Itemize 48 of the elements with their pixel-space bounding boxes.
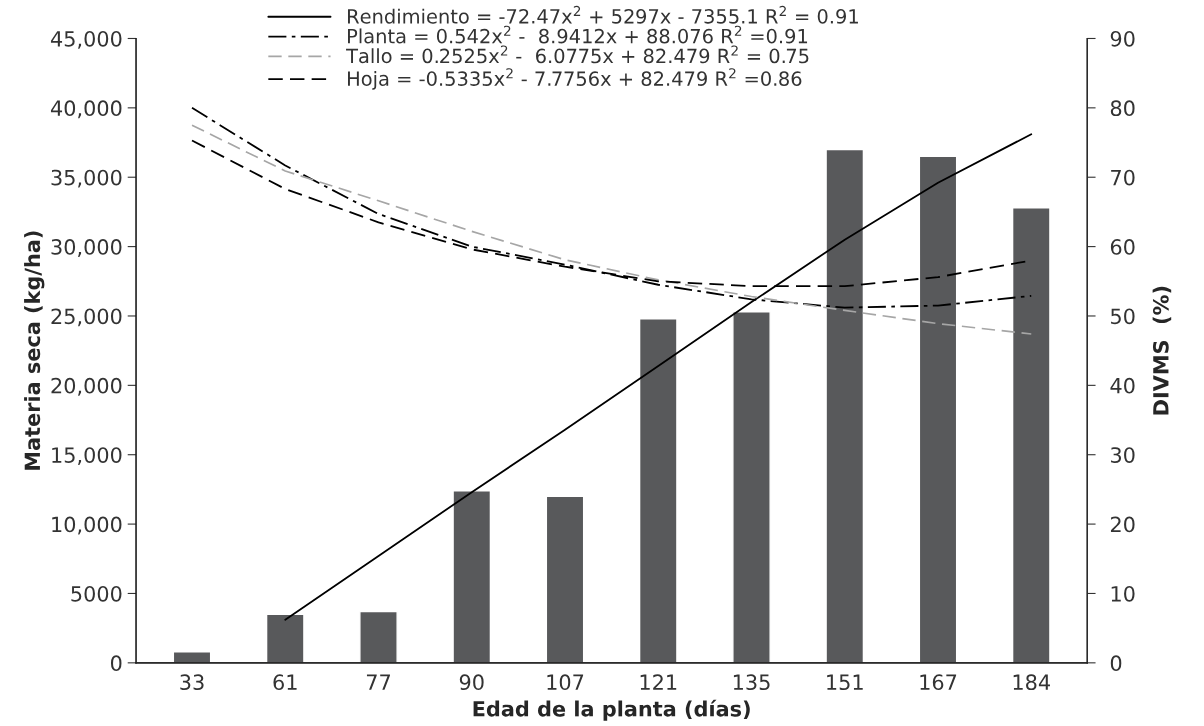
y-tick-label: 35,000 xyxy=(51,169,122,188)
y2-tick-label: 90 xyxy=(1110,30,1135,47)
y2-axis-title: DIVMS (%) xyxy=(1152,286,1172,415)
x-tick-label: 33 xyxy=(180,674,204,691)
y2-tick-label: 0 xyxy=(1110,655,1122,672)
x-tick-label: 167 xyxy=(920,674,957,691)
x-tick-label: 135 xyxy=(733,674,770,691)
y-tick-label: 5000 xyxy=(71,585,122,602)
bar xyxy=(732,311,771,663)
y-tick-label: 45,000 xyxy=(50,30,122,49)
y2-tick-label: 50 xyxy=(1111,308,1135,325)
bar xyxy=(1011,207,1051,663)
line-series xyxy=(191,124,1033,335)
x-tick-label: 77 xyxy=(366,674,390,690)
legend-label: Planta = 0.542x$^{2}$ - 8.9412x + 88.076 R$^{2}$ =0.91 xyxy=(348,25,808,44)
bar xyxy=(638,318,678,663)
y2-tick-label: 80 xyxy=(1110,100,1135,117)
bar xyxy=(825,148,865,663)
y-tick-label: 20,000 xyxy=(51,377,122,396)
bar xyxy=(359,610,398,663)
y-tick-label: 40,000 xyxy=(50,100,122,119)
bar xyxy=(452,490,492,663)
y2-tick-label: 70 xyxy=(1111,169,1135,186)
y-tick-label: 25,000 xyxy=(51,308,122,327)
y2-tick-label: 30 xyxy=(1111,447,1135,463)
legend-label: Tallo = 0.2525x$^{2}$ - 6.0775x + 82.479 R$^{2}$ = 0.75 xyxy=(346,45,809,64)
y-tick-label: 0 xyxy=(110,655,122,672)
x-tick-label: 151 xyxy=(827,674,863,691)
bar xyxy=(265,613,305,663)
legend-label: Rendimiento = -72.47x$^{2}$ + 5297x - 7355.1 R$^{2}$ = 0.91 xyxy=(348,5,858,24)
y-tick-label: 10,000 xyxy=(52,516,122,535)
bar xyxy=(172,651,212,663)
legend-label: Hoja = -0.5335x$^{2}$ - 7.7756x + 82.479 R$^{2}$ =0.86 xyxy=(348,68,802,90)
x-tick-label: 184 xyxy=(1013,674,1050,691)
x-tick-label: 90 xyxy=(459,674,484,691)
y2-tick-label: 10 xyxy=(1111,585,1135,602)
y-tick-label: 30,000 xyxy=(51,239,122,257)
bar xyxy=(918,155,958,663)
y-axis-title: Materia seca (kg/ha) xyxy=(24,231,45,470)
y2-tick-label: 40 xyxy=(1110,377,1135,394)
x-tick-label: 61 xyxy=(273,674,297,691)
bar xyxy=(545,495,585,663)
y-tick-label: 15,000 xyxy=(52,447,122,466)
x-axis-title: Edad de la planta (días) xyxy=(473,699,750,721)
x-tick-label: 121 xyxy=(640,674,677,690)
y2-tick-label: 60 xyxy=(1110,239,1135,255)
x-tick-label: 107 xyxy=(547,674,584,691)
y2-tick-label: 20 xyxy=(1110,516,1135,533)
